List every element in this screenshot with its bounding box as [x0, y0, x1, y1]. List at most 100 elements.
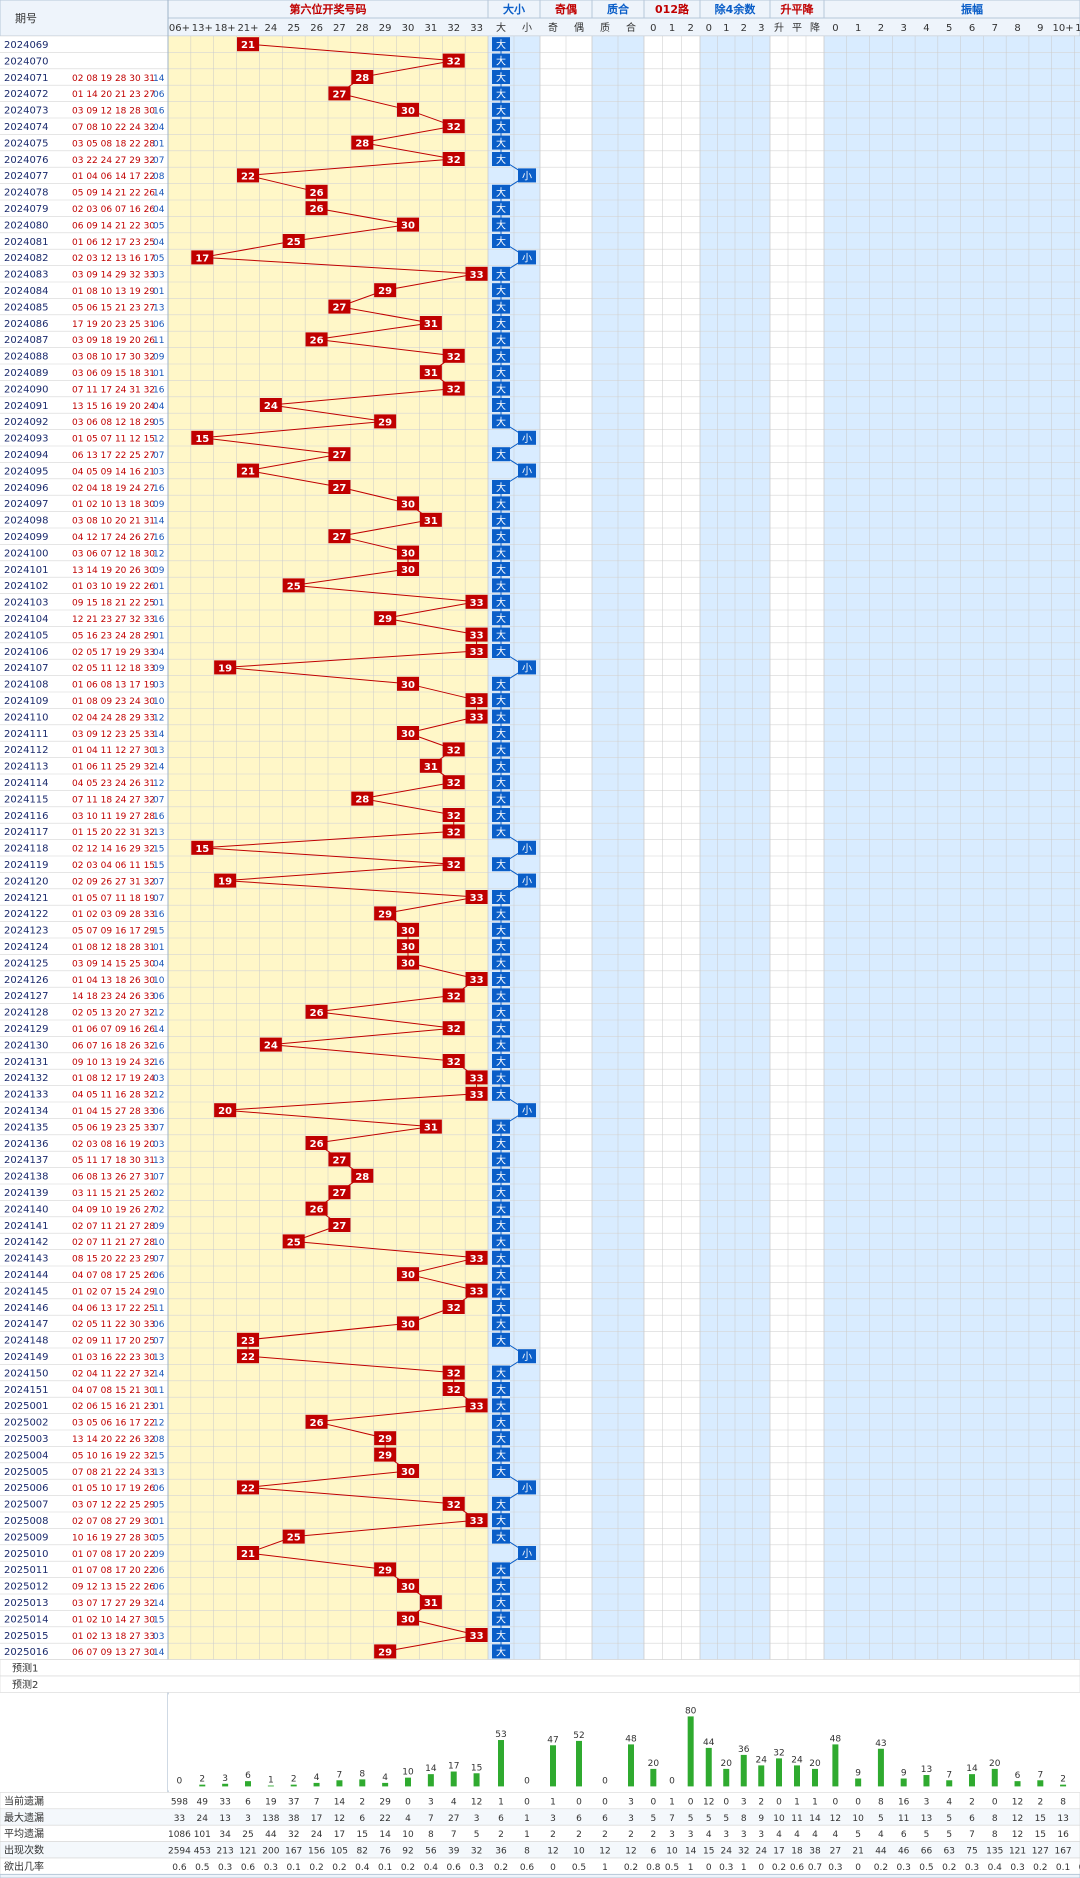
size-value-label: 大 — [496, 514, 506, 527]
stats-cell: 56 — [425, 1847, 437, 1857]
stats-bar-label: 14 — [966, 1764, 978, 1774]
stats-cell: 0.6 — [172, 1863, 187, 1873]
size-value-mark — [518, 1103, 536, 1118]
draw-blue-number: 10 — [153, 1287, 165, 1297]
size-value-label: 大 — [496, 1334, 506, 1347]
stats-cell: 5 — [855, 1830, 861, 1840]
size-value-label: 大 — [496, 1006, 506, 1019]
size-value-label: 小 — [522, 1548, 532, 1560]
stats-cell: 66 — [921, 1847, 933, 1857]
sixth-value-label: 27 — [332, 303, 346, 314]
stats-cell: 8 — [428, 1830, 434, 1840]
sixth-value-mark — [465, 890, 488, 904]
size-value-mark — [492, 332, 510, 347]
column-header: 3 — [758, 23, 764, 34]
sixth-value-label: 32 — [447, 1369, 461, 1380]
column-header: 12+ — [1075, 23, 1080, 34]
sixth-value-mark — [419, 758, 442, 773]
stats-bar-label: 2 — [1060, 1775, 1066, 1785]
sixth-value-label: 15 — [195, 434, 209, 445]
period-label: 2025008 — [4, 1516, 49, 1527]
stats-cell: 127 — [1032, 1847, 1049, 1857]
stats-cell: 3 — [688, 1830, 694, 1840]
sixth-value-mark — [397, 939, 419, 954]
period-label: 2024097 — [4, 499, 49, 510]
size-value-label: 大 — [496, 350, 506, 363]
size-value-mark — [518, 1546, 536, 1560]
stats-cell: 24 — [197, 1814, 209, 1824]
sixth-value-mark — [419, 1119, 442, 1134]
draw-red-numbers: 03 07 12 22 25 29 — [72, 1501, 155, 1511]
draw-blue-number: 05 — [153, 1501, 164, 1511]
period-label: 2025015 — [4, 1631, 49, 1642]
sixth-value-mark — [397, 1267, 419, 1282]
sixth-trend-line — [385, 896, 477, 914]
draw-red-numbers: 12 21 23 27 32 33 — [72, 615, 155, 625]
stats-cell: 0.3 — [264, 1863, 278, 1873]
size-value-label: 大 — [496, 333, 506, 346]
sixth-trend-line — [293, 224, 409, 242]
size-value-mark — [492, 709, 510, 724]
sixth-value-label: 32 — [447, 778, 461, 789]
draw-blue-number: 14 — [153, 517, 165, 527]
stats-cell: 0.3 — [965, 1863, 979, 1873]
sixth-value-label: 33 — [470, 893, 484, 904]
draw-blue-number: 14 — [153, 1369, 165, 1379]
period-label: 2024128 — [4, 1008, 49, 1019]
stats-cell: 1 — [550, 1797, 556, 1807]
stats-bar — [776, 1758, 782, 1787]
sixth-value-mark — [397, 562, 419, 576]
sixth-value-mark — [419, 512, 442, 527]
sixth-value-mark — [397, 1611, 419, 1626]
stats-cell: 19 — [265, 1797, 277, 1807]
stats-cell: 33 — [219, 1797, 230, 1807]
size-value-mark — [492, 1086, 510, 1101]
sixth-value-label: 30 — [401, 926, 415, 937]
draw-blue-number: 14 — [153, 74, 165, 84]
column-header: 7 — [992, 23, 998, 34]
draw-blue-number: 13 — [153, 303, 164, 313]
size-value-mark — [492, 1332, 510, 1347]
size-value-label: 大 — [496, 186, 506, 199]
draw-blue-number: 09 — [153, 1222, 165, 1232]
draw-red-numbers: 01 03 10 19 22 26 — [72, 582, 155, 592]
size-value-mark — [492, 644, 510, 658]
draw-blue-number: 12 — [153, 549, 164, 559]
size-value-label: 小 — [522, 433, 532, 445]
size-value-mark — [492, 545, 510, 560]
group-background — [644, 36, 700, 1660]
stats-cell: 0.8 — [646, 1863, 661, 1873]
draw-red-numbers: 05 06 19 23 25 33 — [72, 1123, 155, 1133]
sixth-value-label: 23 — [241, 1336, 255, 1347]
draw-blue-number: 12 — [153, 1419, 164, 1429]
draw-blue-number: 05 — [153, 221, 164, 231]
stats-cell: 7 — [969, 1830, 975, 1840]
period-label: 2024151 — [4, 1385, 49, 1396]
sixth-value-label: 33 — [470, 1631, 484, 1642]
draw-blue-number: 07 — [153, 1337, 164, 1347]
stats-cell: 121 — [1009, 1847, 1026, 1857]
size-value-label: 大 — [496, 1121, 506, 1134]
sixth-value-mark — [191, 430, 214, 445]
stats-cell: 1 — [524, 1830, 530, 1840]
size-value-label: 大 — [496, 87, 506, 100]
size-value-mark — [492, 1578, 510, 1593]
size-value-mark — [492, 1595, 510, 1610]
period-label: 2024134 — [4, 1106, 49, 1117]
size-value-label: 大 — [496, 1203, 506, 1216]
draw-red-numbers: 02 03 08 16 19 20 — [72, 1140, 155, 1150]
size-value-mark — [492, 1168, 510, 1183]
sixth-value-label: 29 — [378, 614, 392, 625]
stats-bar — [382, 1782, 389, 1787]
stats-cell: 0 — [992, 1797, 998, 1807]
size-value-mark — [492, 1447, 510, 1462]
sixth-value-mark — [282, 578, 305, 593]
sixth-trend-line — [247, 1322, 409, 1341]
stats-bar-label: 2 — [291, 1775, 297, 1785]
draw-red-numbers: 01 02 07 15 24 29 — [72, 1287, 155, 1297]
stats-cell: 4 — [451, 1797, 457, 1807]
stats-cell: 39 — [448, 1847, 460, 1857]
sixth-value-mark — [328, 529, 351, 544]
stats-cell: 4 — [794, 1830, 800, 1840]
size-value-mark — [492, 594, 510, 609]
